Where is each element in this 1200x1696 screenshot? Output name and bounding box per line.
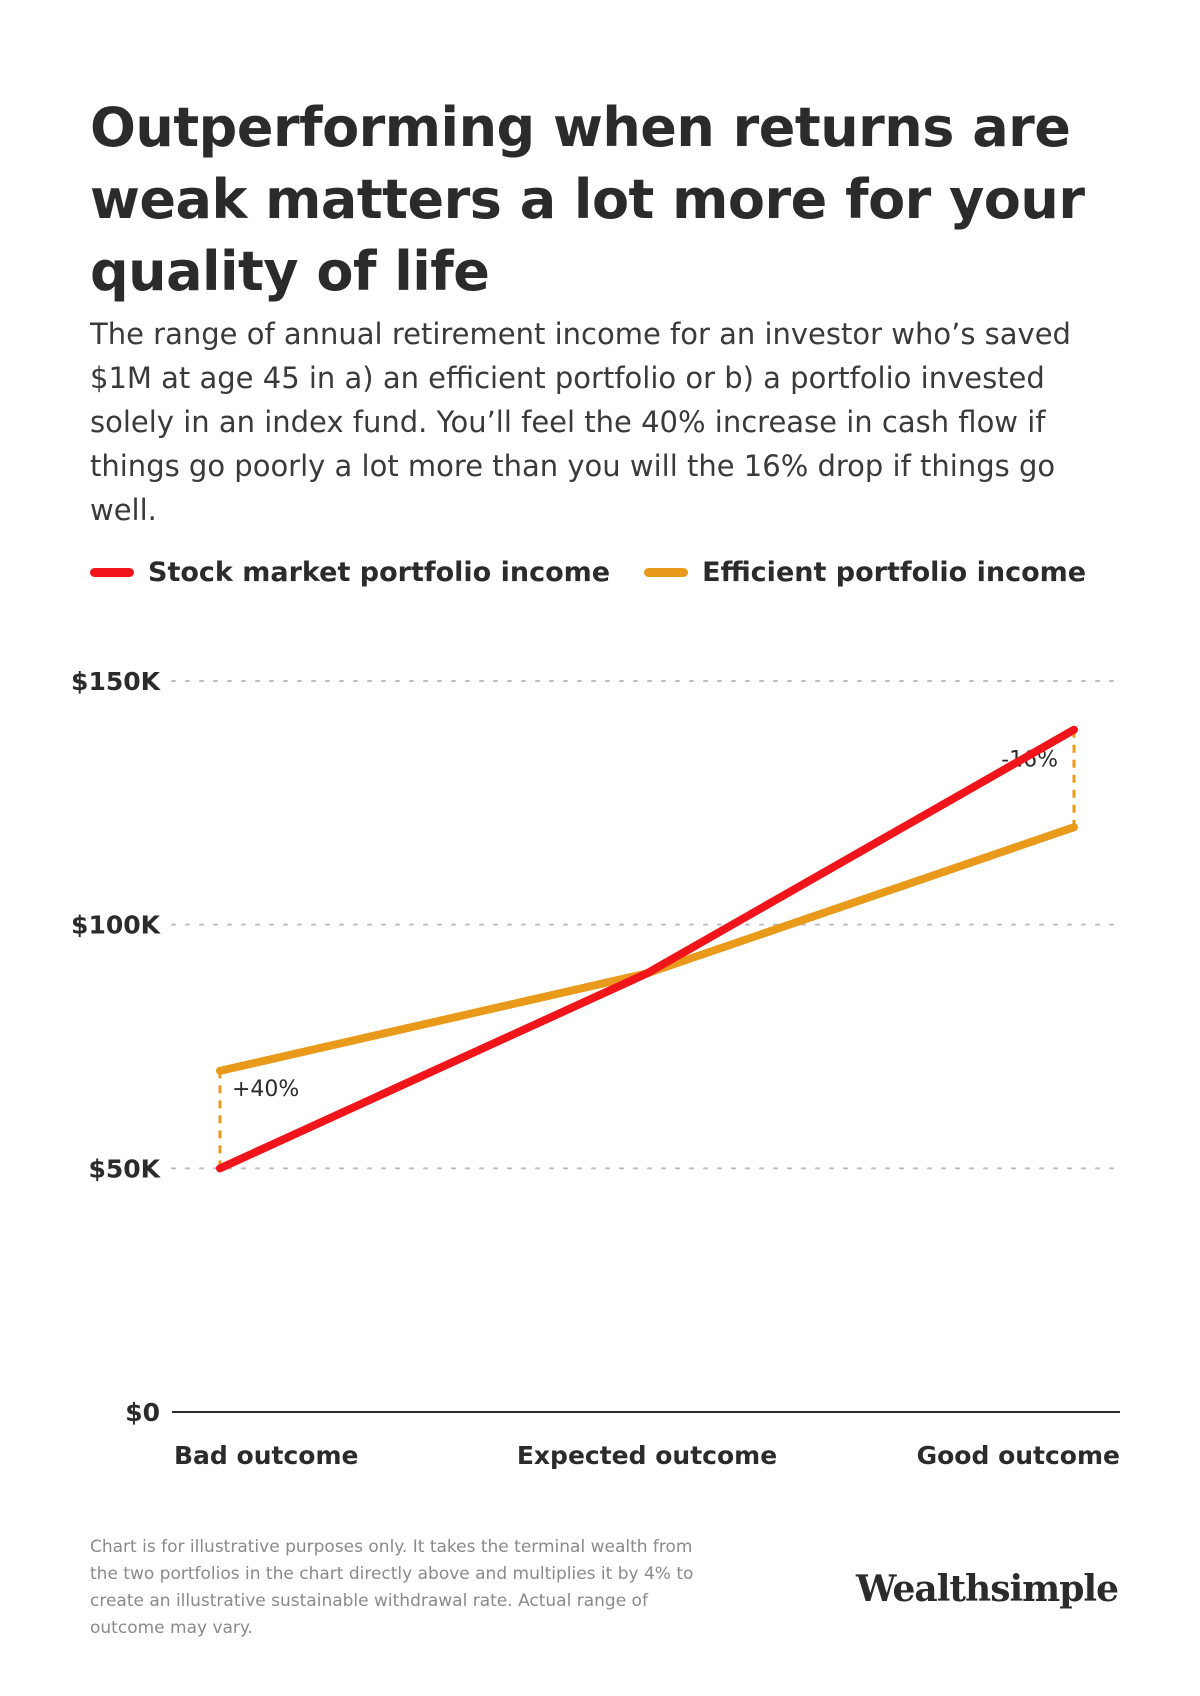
line-chart: $0 $50K $100K $150K Bad outcome Expected outc… — [71, 667, 1121, 1470]
legend-label-efficient: Efficient portfolio income — [702, 556, 1087, 588]
legend-label-stock: Stock market portfolio income — [148, 556, 611, 588]
data-point-efficient-2 — [1073, 826, 1075, 828]
legend-item-efficient: Efficient portfolio income — [644, 557, 1086, 588]
legend: Stock market portfolio income Efficient … — [90, 552, 1120, 592]
x-tick-label-0: Bad outcome — [174, 1441, 358, 1470]
series-line-efficient — [216, 823, 1078, 1075]
x-tick-label-2: Good outcome — [917, 1441, 1120, 1470]
data-point-stock-2 — [1073, 729, 1075, 731]
y-tick-label-0: $0 — [125, 1398, 160, 1427]
x-tick-label-1: Expected outcome — [517, 1441, 777, 1470]
annotation-label-0: +40% — [232, 1077, 299, 1102]
data-point-stock-1 — [646, 972, 648, 974]
legend-item-stock: Stock market portfolio income — [90, 557, 610, 588]
chart-title: Outperforming when returns are weak matt… — [90, 96, 1085, 303]
footnote: Chart is for illustrative purposes only.… — [90, 1537, 694, 1638]
y-tick-label-3: $150K — [71, 667, 162, 696]
y-tick-label-1: $50K — [88, 1154, 161, 1183]
legend-swatch-stock — [90, 567, 134, 577]
wealthsimple-logo: Wealthsimple — [856, 1568, 1119, 1610]
y-tick-label-2: $100K — [71, 911, 162, 940]
series-line-stock — [216, 725, 1078, 1173]
chart-subtitle: The range of annual retirement income fo… — [90, 317, 1071, 527]
data-point-stock-0 — [219, 1167, 221, 1169]
legend-swatch-efficient — [644, 567, 689, 577]
data-point-efficient-0 — [219, 1070, 221, 1072]
